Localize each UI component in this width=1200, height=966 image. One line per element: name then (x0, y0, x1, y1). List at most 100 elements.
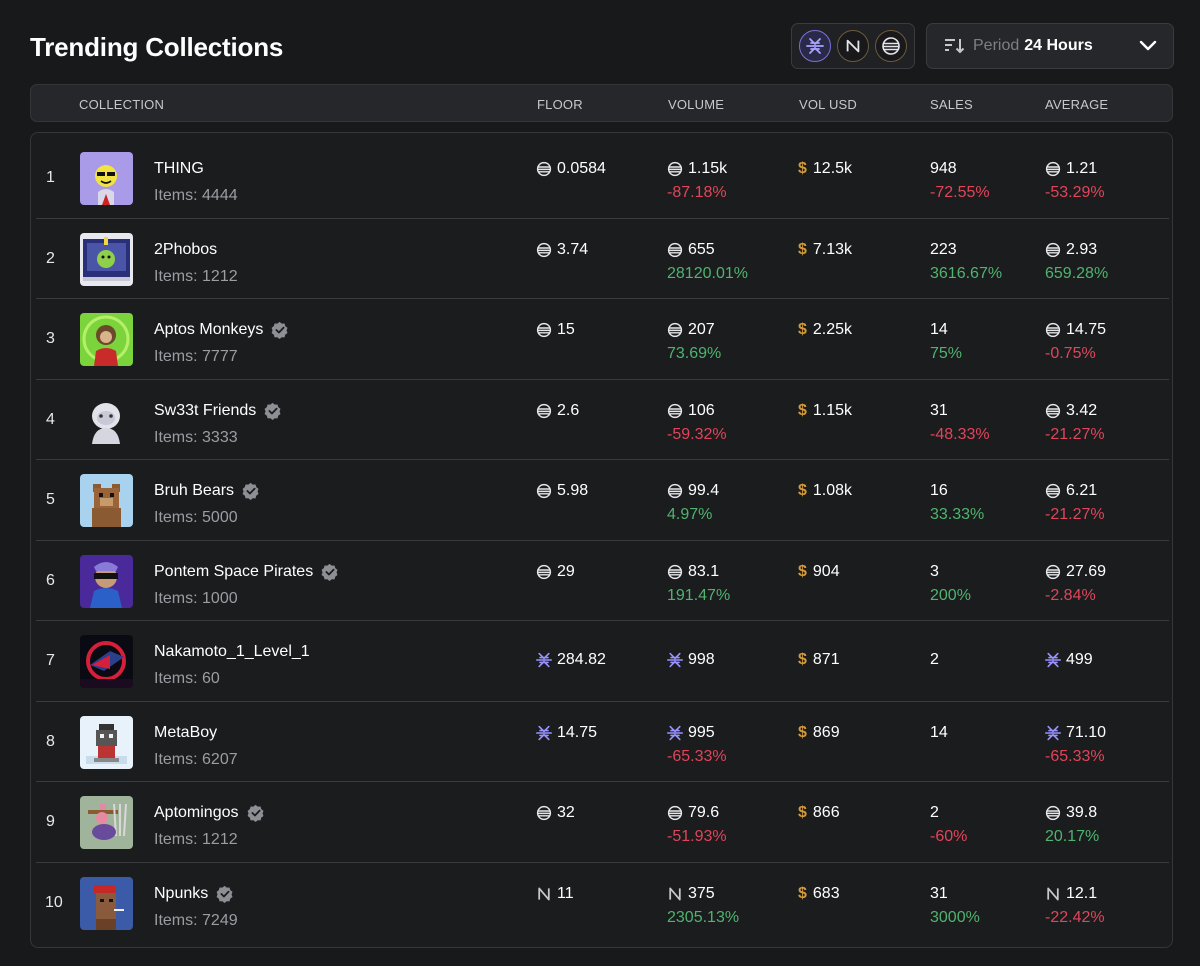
average-change: 20.17% (1045, 828, 1100, 845)
items-prefix: Items: (154, 348, 203, 365)
aptos-icon (536, 161, 552, 177)
collection-thumbnail[interactable] (80, 554, 133, 608)
table-row[interactable]: 8 MetaBoy Items: 6207 14.75 995 -65.33% $869 14… (36, 702, 1169, 782)
sales-change: 75% (930, 345, 963, 362)
table-row[interactable]: 9 Aptomingos Items: 1212 32 79.6 -51.93% $866 2… (36, 782, 1169, 863)
average-change: -0.75% (1045, 345, 1096, 362)
collection-thumbnail[interactable] (80, 715, 133, 769)
usd-symbol: $ (798, 401, 807, 419)
usd-symbol: $ (798, 240, 807, 258)
collection-name[interactable]: 2Phobos (154, 240, 218, 258)
table-row[interactable]: 4 Sw33t Friends Items: 3333 2.6 106 -59.32% $1… (36, 380, 1169, 460)
volume-change: 4.97% (667, 506, 713, 523)
usd-symbol: $ (798, 651, 807, 668)
sales-change: 3616.67% (930, 264, 1003, 282)
collection-thumbnail[interactable] (80, 876, 133, 930)
volume-value: 106 (688, 401, 715, 419)
collection-name[interactable]: Pontem Space Pirates (154, 562, 314, 580)
stargaze-icon (667, 725, 683, 740)
sales-value: 223 (930, 240, 957, 258)
floor-cell: 11 (536, 885, 574, 903)
stargaze-icon (536, 725, 552, 740)
page-title: Trending Collections (30, 32, 284, 62)
items-count: 7777 (202, 348, 238, 365)
near-icon (538, 887, 550, 900)
table-row[interactable]: 3 Aptos Monkeys Items: 7777 15 207 73.69% $2.2… (36, 299, 1169, 380)
floor-value: 32 (557, 804, 575, 821)
stargaze-icon (536, 652, 552, 668)
stargaze-icon (1045, 652, 1061, 668)
collection-items: Items: 1000 (154, 590, 238, 608)
volume-value: 83.1 (688, 562, 720, 580)
sales-cell: 31 (930, 885, 948, 903)
sales-value: 948 (930, 160, 957, 177)
verified-badge-icon (321, 563, 338, 581)
collection-thumbnail[interactable] (80, 393, 133, 447)
collection-thumbnail[interactable] (80, 152, 133, 205)
items-count: 1212 (202, 831, 238, 848)
aptos-icon (667, 161, 683, 177)
column-header-vol-usd[interactable]: VOL USD (799, 97, 857, 112)
collection-name[interactable]: MetaBoy (154, 723, 218, 741)
floor-value: 15 (557, 321, 575, 338)
collection-name[interactable]: Bruh Bears (154, 482, 235, 499)
collection-thumbnail[interactable] (80, 796, 133, 849)
chain-filter-stargaze[interactable] (799, 30, 831, 62)
table-row[interactable]: 7 Nakamoto_1_Level_1 Items: 60 284.82 998 $87… (36, 621, 1169, 702)
collection-name[interactable]: THING (154, 160, 204, 177)
collection-name[interactable]: Aptos Monkeys (154, 321, 264, 338)
column-header-volume[interactable]: VOLUME (668, 97, 725, 112)
table-row[interactable]: 5 Bruh Bears Items: 5000 5.98 99.4 4.97% $1.08… (36, 460, 1169, 541)
collection-name[interactable]: Nakamoto_1_Level_1 (154, 643, 310, 660)
aptos-icon (1045, 805, 1061, 821)
floor-value: 2.6 (557, 401, 580, 419)
table-row[interactable]: 1 THING Items: 4444 0.0584 1.15k -87.18% $12.5… (36, 138, 1169, 219)
column-header-average[interactable]: AVERAGE (1045, 97, 1109, 112)
chain-filter-aptos[interactable] (875, 30, 907, 62)
volume-value: 995 (688, 723, 715, 741)
items-prefix: Items: (154, 831, 203, 848)
floor-value: 284.82 (557, 651, 606, 668)
sales-value: 14 (930, 723, 948, 741)
collection-thumbnail[interactable] (80, 474, 133, 527)
vol-usd-value: 866 (812, 804, 840, 821)
vol-usd-cell: $2.25k (798, 321, 852, 339)
row-rank: 8 (46, 732, 55, 750)
sales-value: 2 (930, 651, 939, 668)
average-cell: 6.21 (1045, 482, 1097, 500)
collection-name-wrap: Sw33t Friends (154, 402, 282, 420)
sales-cell: 2 (930, 651, 939, 669)
average-cell: 71.10 (1045, 724, 1106, 742)
near-icon (669, 887, 681, 900)
table-row[interactable]: 2 2Phobos Items: 1212 3.74 655 28120.01% $7.13… (36, 219, 1169, 299)
collection-name[interactable]: Npunks (154, 884, 209, 902)
column-header-collection[interactable]: COLLECTION (79, 97, 165, 112)
sort-icon (945, 39, 965, 54)
items-count: 6207 (202, 750, 238, 768)
sales-change: -72.55% (930, 184, 990, 201)
volume-change: -65.33% (667, 747, 727, 765)
aptos-icon (536, 805, 552, 821)
average-cell: 27.69 (1045, 563, 1106, 581)
collection-name-wrap: THING (154, 160, 204, 178)
volume-change: 2305.13% (667, 908, 740, 926)
column-header-floor[interactable]: FLOOR (537, 97, 583, 112)
average-change: -21.27% (1045, 506, 1105, 523)
row-rank: 1 (46, 169, 55, 186)
floor-value: 3.74 (557, 240, 589, 258)
table-row[interactable]: 10 Npunks Items: 7249 11 375 2305.13% $683 31 30… (36, 863, 1169, 944)
collection-thumbnail[interactable] (80, 635, 133, 688)
period-dropdown[interactable]: Period 24 Hours (926, 23, 1174, 69)
chain-filter-near[interactable] (837, 30, 869, 62)
collection-name[interactable]: Sw33t Friends (154, 401, 257, 419)
vol-usd-value: 12.5k (812, 160, 853, 177)
aptos-icon (667, 483, 683, 499)
table-row[interactable]: 6 Pontem Space Pirates Items: 1000 29 83.1 19… (36, 541, 1169, 621)
collection-name[interactable]: Aptomingos (154, 804, 239, 821)
collection-thumbnail[interactable] (80, 313, 133, 366)
floor-value: 29 (557, 562, 575, 580)
column-header-sales[interactable]: SALES (930, 97, 973, 112)
collection-thumbnail[interactable] (80, 232, 133, 286)
sales-cell: 2 (930, 804, 939, 822)
row-rank: 7 (46, 652, 55, 669)
